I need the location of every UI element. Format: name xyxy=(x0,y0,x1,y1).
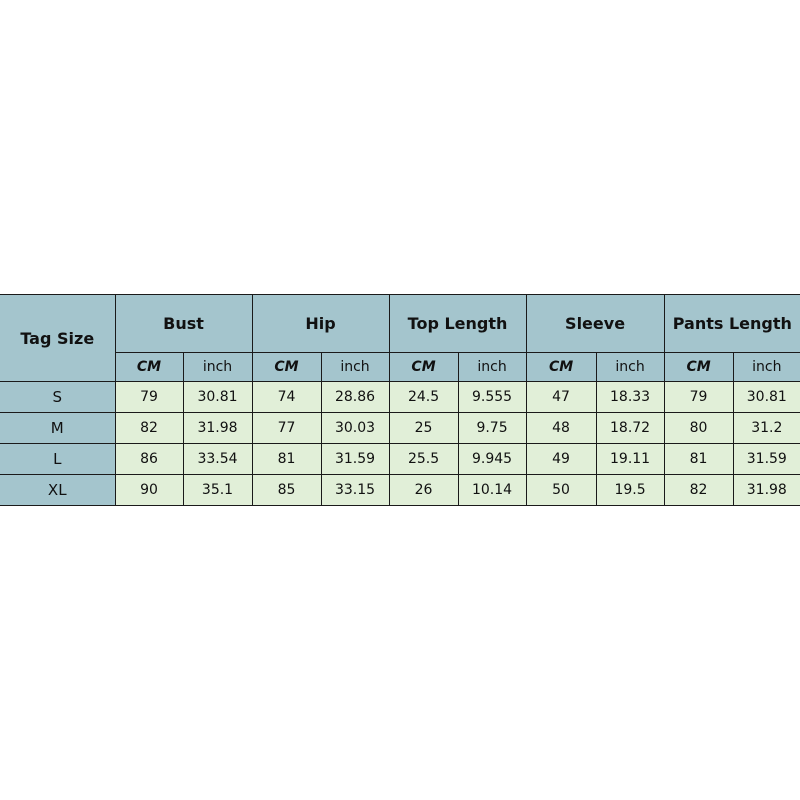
value-cell: 19.11 xyxy=(595,443,665,475)
value-cell: 10.14 xyxy=(457,474,527,506)
value-cell: 26 xyxy=(388,474,459,506)
value-cell: 35.1 xyxy=(182,474,253,506)
unit-header-inch: inch xyxy=(457,352,527,382)
value-cell: 90 xyxy=(114,474,184,506)
value-cell: 81 xyxy=(251,443,322,475)
unit-header-cm: CM xyxy=(388,352,459,382)
unit-header-cm: CM xyxy=(115,352,184,382)
value-cell: 77 xyxy=(251,412,322,444)
value-cell: 9.945 xyxy=(457,443,527,475)
value-cell: 49 xyxy=(525,443,597,475)
group-header-top-length: Top Length xyxy=(388,294,527,353)
table-row: M 82 31.98 77 30.03 25 9.75 48 18.72 80 31.2 xyxy=(0,412,800,444)
table-row: XL 90 35.1 85 33.15 26 10.14 50 19.5 82 31.98 xyxy=(0,474,800,506)
value-cell: 81 xyxy=(663,443,734,475)
value-cell: 86 xyxy=(114,443,184,475)
value-cell: 30.81 xyxy=(182,381,253,413)
value-cell: 33.54 xyxy=(182,443,253,475)
value-cell: 47 xyxy=(525,381,597,413)
value-cell: 80 xyxy=(663,412,734,444)
value-cell: 74 xyxy=(251,381,322,413)
value-cell: 79 xyxy=(114,381,184,413)
value-cell: 82 xyxy=(114,412,184,444)
unit-header-inch: inch xyxy=(320,352,390,382)
value-cell: 31.2 xyxy=(732,412,800,444)
value-cell: 79 xyxy=(663,381,734,413)
table-row: L 86 33.54 81 31.59 25.5 9.945 49 19.11 81 31.59 xyxy=(0,443,800,475)
value-cell: 31.98 xyxy=(182,412,253,444)
tag-size-header: Tag Size xyxy=(0,294,116,382)
value-cell: 50 xyxy=(525,474,597,506)
value-cell: 48 xyxy=(525,412,597,444)
value-cell: 31.98 xyxy=(732,474,800,506)
value-cell: 85 xyxy=(251,474,322,506)
group-header-hip: Hip xyxy=(251,294,390,353)
size-cell: M xyxy=(0,412,116,444)
size-cell: S xyxy=(0,381,116,413)
value-cell: 30.81 xyxy=(732,381,800,413)
value-cell: 9.75 xyxy=(457,412,527,444)
value-cell: 19.5 xyxy=(595,474,665,506)
unit-header-inch: inch xyxy=(182,352,253,382)
value-cell: 31.59 xyxy=(320,443,390,475)
unit-header-inch: inch xyxy=(595,352,665,382)
unit-header-inch: inch xyxy=(732,352,800,382)
value-cell: 82 xyxy=(663,474,734,506)
group-header-sleeve: Sleeve xyxy=(525,294,665,353)
value-cell: 24.5 xyxy=(388,381,459,413)
value-cell: 25 xyxy=(388,412,459,444)
group-header-bust: Bust xyxy=(114,294,253,353)
size-cell: L xyxy=(0,443,116,475)
value-cell: 31.59 xyxy=(732,443,800,475)
group-header-pants-length: Pants Length xyxy=(663,294,800,353)
value-cell: 18.72 xyxy=(595,412,665,444)
size-cell: XL xyxy=(0,474,116,506)
unit-header-cm: CM xyxy=(251,352,322,382)
value-cell: 18.33 xyxy=(595,381,665,413)
unit-header-cm: CM xyxy=(663,352,734,382)
value-cell: 28.86 xyxy=(320,381,390,413)
table-row: S 79 30.81 74 28.86 24.5 9.555 47 18.33 79 30.81 xyxy=(0,381,800,413)
value-cell: 9.555 xyxy=(457,381,527,413)
unit-header-cm: CM xyxy=(525,352,597,382)
value-cell: 25.5 xyxy=(388,443,459,475)
value-cell: 33.15 xyxy=(320,474,390,506)
size-chart-table: Tag Size Bust Hip Top Length Sleeve Pant… xyxy=(0,294,800,506)
value-cell: 30.03 xyxy=(320,412,390,444)
